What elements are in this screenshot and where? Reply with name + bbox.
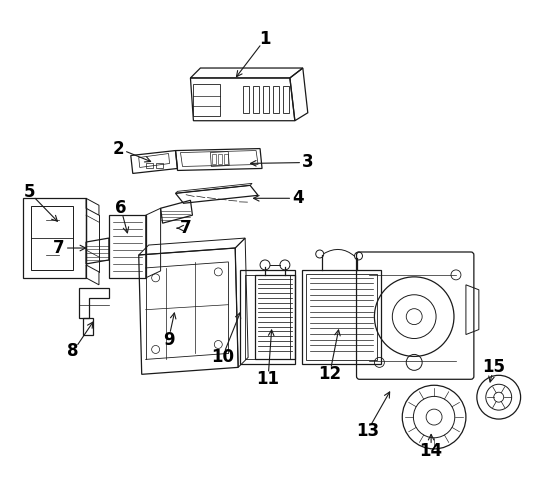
Text: 6: 6 xyxy=(115,199,126,217)
Text: 7: 7 xyxy=(180,219,191,237)
Text: 9: 9 xyxy=(163,330,174,349)
Text: 8: 8 xyxy=(68,343,79,361)
Text: 2: 2 xyxy=(113,139,125,157)
Text: 1: 1 xyxy=(259,30,271,48)
Text: 3: 3 xyxy=(302,153,314,172)
Text: 10: 10 xyxy=(211,349,234,366)
Text: 15: 15 xyxy=(482,358,505,376)
Text: 5: 5 xyxy=(24,183,35,201)
Text: 7: 7 xyxy=(53,239,65,257)
Text: 11: 11 xyxy=(256,370,280,388)
Text: 14: 14 xyxy=(420,442,443,460)
Text: 12: 12 xyxy=(318,365,341,383)
Text: 13: 13 xyxy=(356,422,379,440)
Text: 4: 4 xyxy=(292,189,303,207)
